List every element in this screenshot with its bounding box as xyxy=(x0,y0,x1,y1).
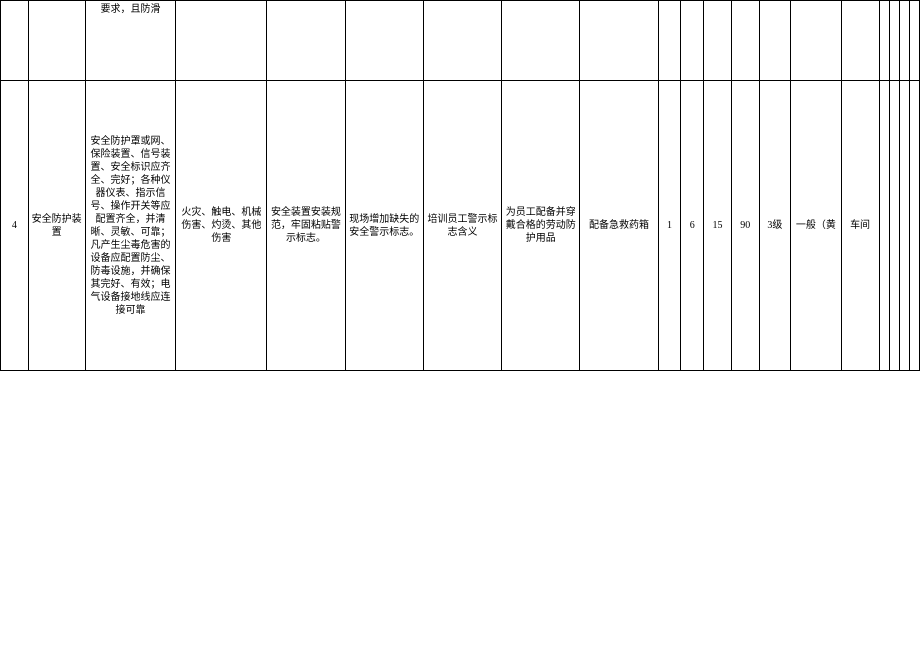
cell-hazard xyxy=(176,1,267,81)
cell-measure2: 现场增加缺失的安全警示标志。 xyxy=(345,81,423,371)
cell-measure5: 配备急救药箱 xyxy=(580,81,658,371)
cell-n1 xyxy=(658,1,681,81)
cell-measure1: 安全装置安装规范，牢固粘贴警示标志。 xyxy=(267,81,345,371)
cell-measure2 xyxy=(345,1,423,81)
cell-level xyxy=(759,1,791,81)
table-row: 要求，且防滑 xyxy=(1,1,920,81)
cell-idx: 4 xyxy=(1,81,29,371)
cell-hazard: 火灾、触电、机械伤害、灼烫、其他伤害 xyxy=(176,81,267,371)
cell-measure3: 培训员工警示标志含义 xyxy=(423,81,501,371)
cell-desc: 要求，且防滑 xyxy=(85,1,176,81)
cell-e2 xyxy=(889,1,899,81)
cell-e4 xyxy=(909,81,919,371)
cell-n1: 1 xyxy=(658,81,681,371)
cell-n2: 6 xyxy=(681,81,704,371)
cell-measure3 xyxy=(423,1,501,81)
cell-color: 一般（黄 xyxy=(791,81,841,371)
cell-measure5 xyxy=(580,1,658,81)
cell-level: 3级 xyxy=(759,81,791,371)
cell-n4: 90 xyxy=(731,81,759,371)
cell-name xyxy=(28,1,85,81)
cell-measure4 xyxy=(502,1,580,81)
cell-dept: 车间 xyxy=(841,81,879,371)
cell-n3 xyxy=(704,1,732,81)
cell-dept xyxy=(841,1,879,81)
cell-e3 xyxy=(899,1,909,81)
cell-n2 xyxy=(681,1,704,81)
cell-color xyxy=(791,1,841,81)
cell-e4 xyxy=(909,1,919,81)
table-row: 4 安全防护装置 安全防护罩或网、保险装置、信号装置、安全标识应齐全、完好；各种… xyxy=(1,81,920,371)
cell-e1 xyxy=(879,1,889,81)
cell-e2 xyxy=(889,81,899,371)
cell-e1 xyxy=(879,81,889,371)
cell-e3 xyxy=(899,81,909,371)
cell-name: 安全防护装置 xyxy=(28,81,85,371)
cell-n4 xyxy=(731,1,759,81)
cell-desc: 安全防护罩或网、保险装置、信号装置、安全标识应齐全、完好；各种仪器仪表、指示信号… xyxy=(85,81,176,371)
cell-idx xyxy=(1,1,29,81)
cell-measure4: 为员工配备并穿戴合格的劳动防护用品 xyxy=(502,81,580,371)
cell-n3: 15 xyxy=(704,81,732,371)
cell-measure1 xyxy=(267,1,345,81)
risk-table: 要求，且防滑 4 安全防护装置 安全防护罩或网、保险装置、信号装置、安全标识应齐… xyxy=(0,0,920,371)
